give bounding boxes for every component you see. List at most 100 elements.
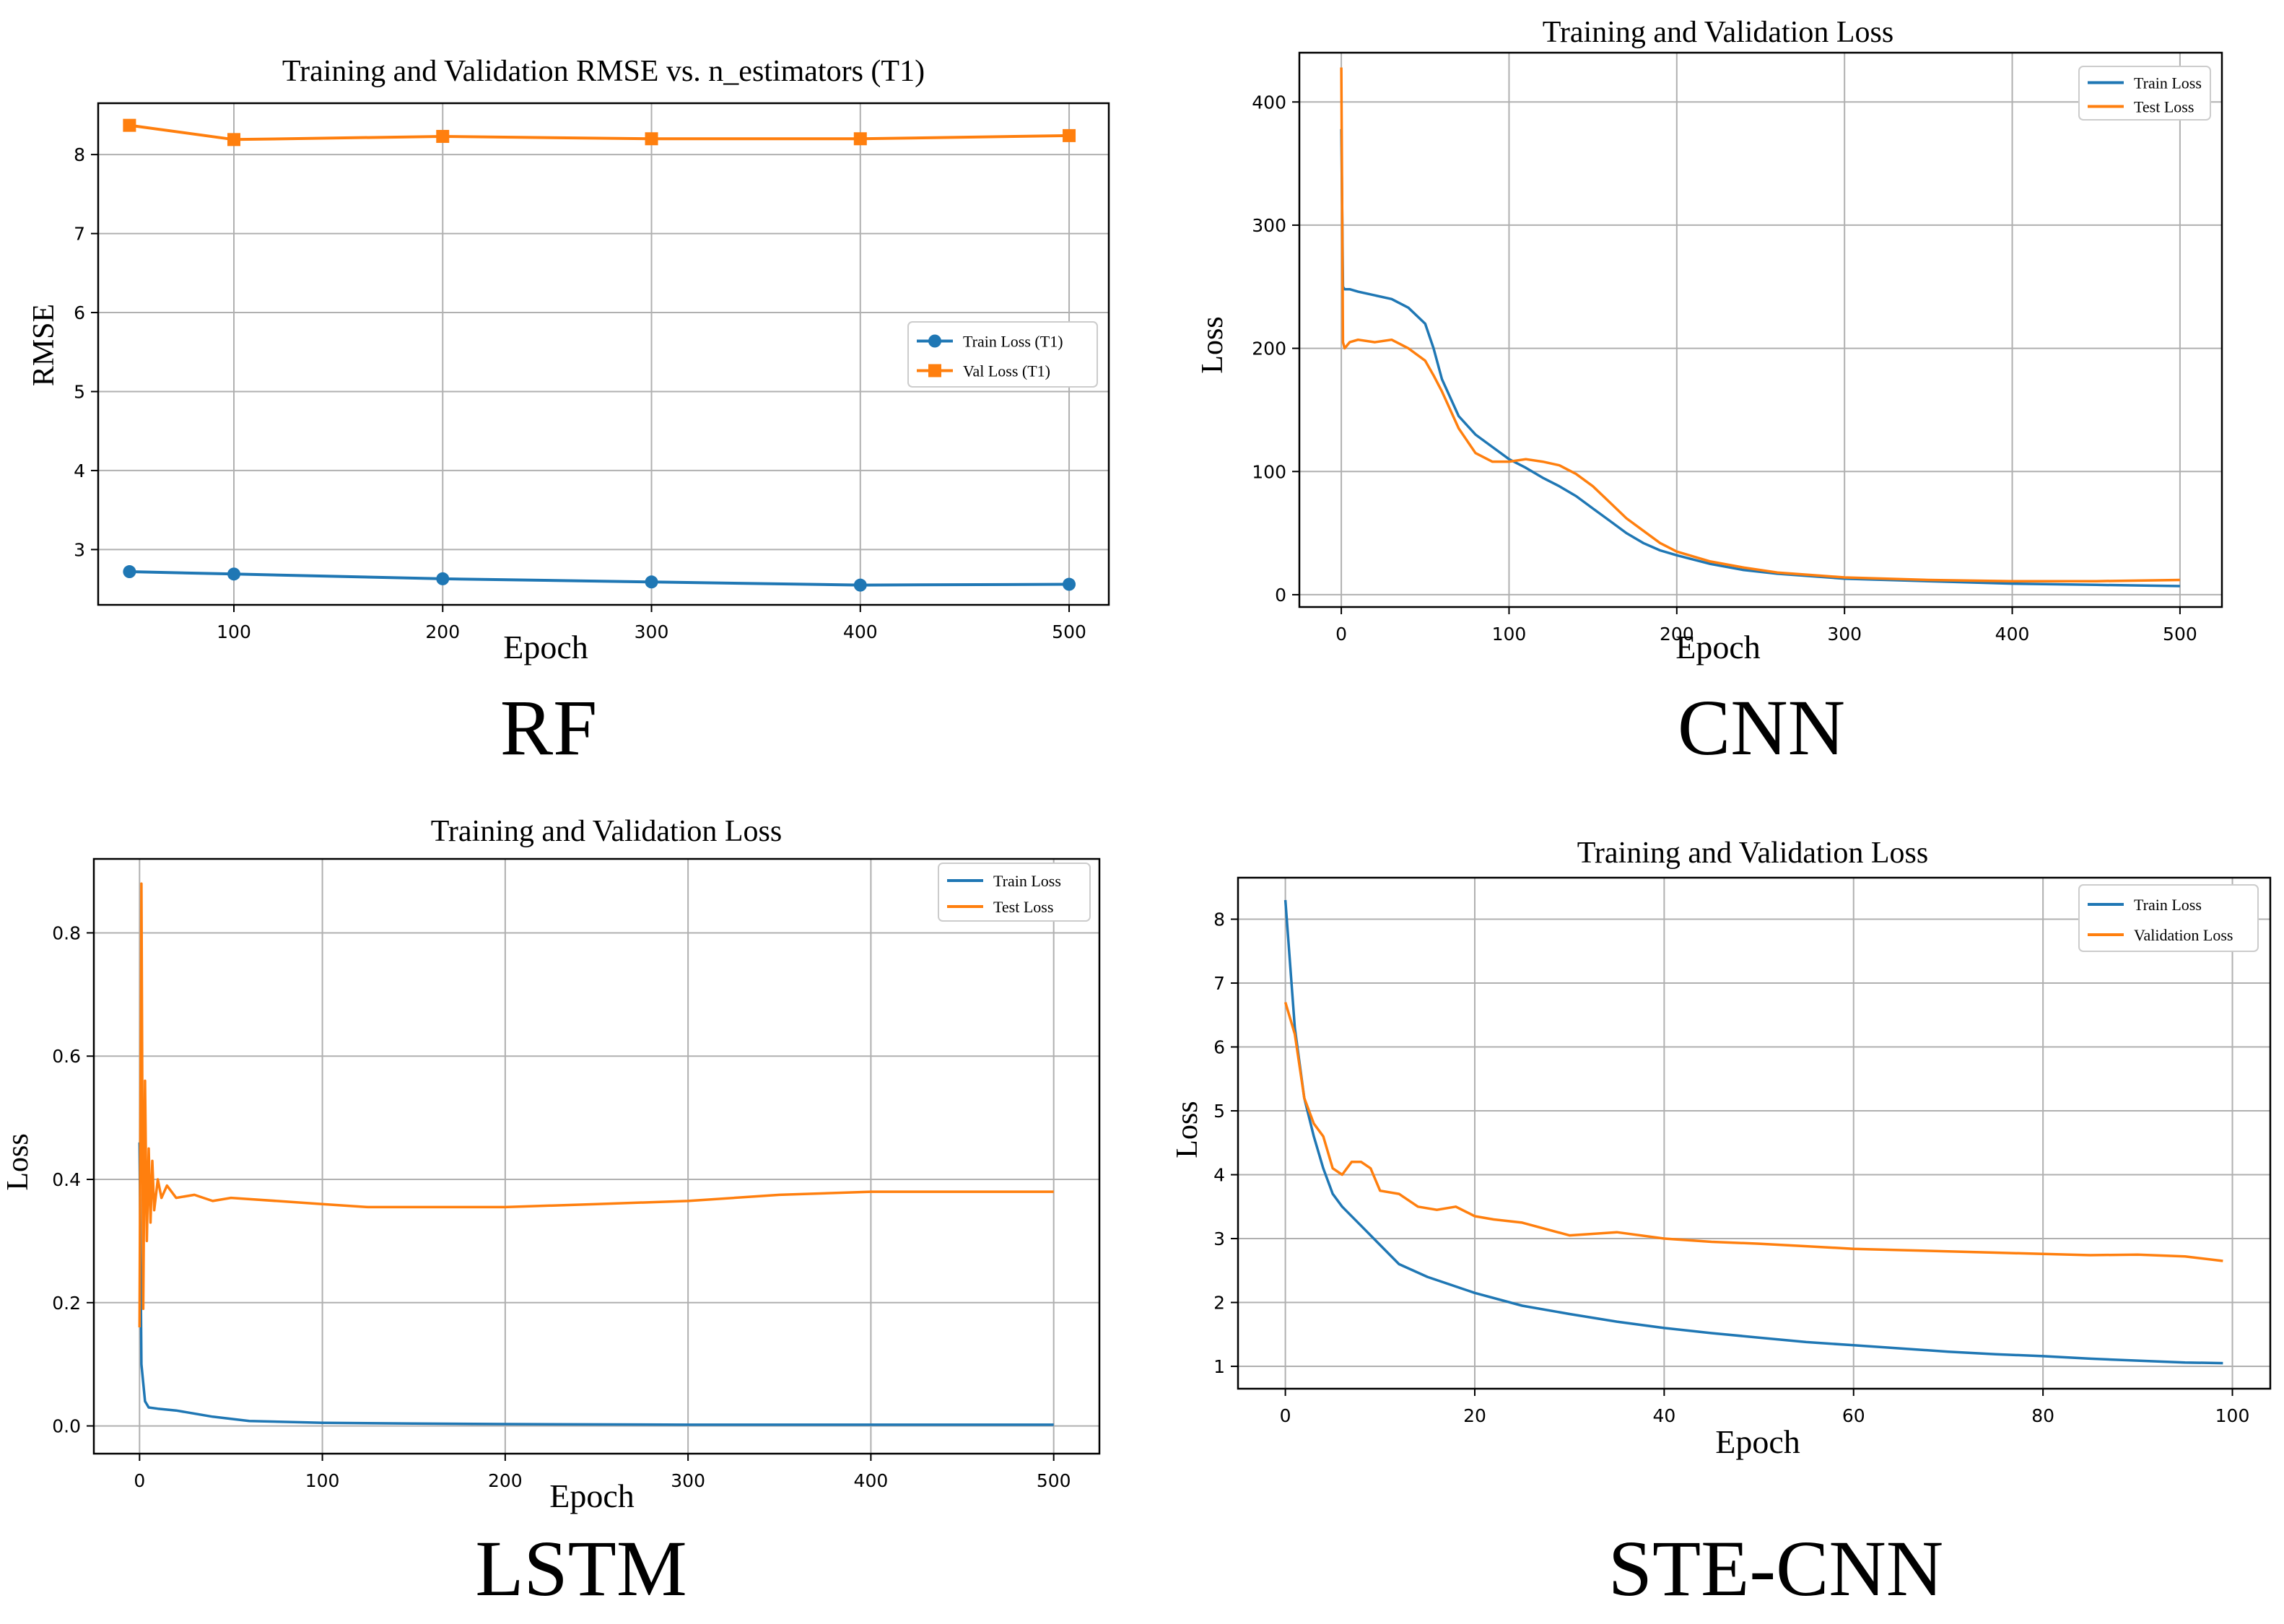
rf-y-tick-label: 4 (74, 460, 85, 481)
rf-series-1-point (436, 129, 450, 143)
lstm-panel-label: LSTM (475, 1524, 687, 1612)
cnn-plot-frame (1298, 51, 2223, 608)
ste-legend-label: Validation Loss (2134, 926, 2233, 944)
rf-series-0-point (1063, 577, 1076, 591)
cnn-x-tick-label: 500 (2163, 624, 2197, 645)
lstm-chart-title: Training and Validation Loss (431, 815, 783, 848)
ste-y-tick-label: 4 (1213, 1165, 1225, 1186)
ste-x-tick-label: 0 (1280, 1405, 1291, 1426)
lstm-chart: 0 100 200 300 400 500 0.0 0.2 0.4 0.6 0.8 Training … (1, 815, 1101, 1514)
cnn-x-tick-label: 300 (1827, 624, 1862, 645)
rf-chart-title: Training and Validation RMSE vs. n_estim… (282, 55, 925, 88)
rf-series-1-point (227, 133, 241, 147)
lstm-y-tick-label: 0.2 (52, 1293, 81, 1314)
rf-series-1-point (123, 118, 136, 132)
ste-y-tick-label: 3 (1213, 1228, 1225, 1249)
ste-legend: Train Loss Validation Loss (2078, 884, 2259, 952)
rf-y-tick-label: 3 (74, 539, 85, 560)
lstm-x-tick-label: 500 (1037, 1470, 1071, 1491)
lstm-y-tick-label: 0.6 (52, 1046, 81, 1067)
lstm-y-tick-label: 0.4 (52, 1169, 81, 1190)
cnn-chart: 0 100 200 300 400 500 0 100 200 300 400 Training an… (1196, 16, 2223, 665)
ste-y-tick-label: 2 (1213, 1293, 1225, 1314)
ste-x-axis-label: Epoch (1715, 1423, 1800, 1460)
ste-y-tick-label: 6 (1213, 1037, 1225, 1058)
ste-y-tick-label: 8 (1213, 909, 1225, 930)
lstm-series-0-line (138, 1142, 1054, 1426)
lstm-y-axis-label: Loss (1, 1133, 35, 1190)
cnn-y-tick-label: 0 (1275, 585, 1286, 606)
cnn-y-tick-label: 100 (1252, 461, 1286, 482)
lstm-plot-frame (92, 857, 1101, 1455)
rf-x-tick-label: 100 (217, 621, 251, 642)
lstm-x-tick-label: 200 (488, 1470, 523, 1491)
lstm-x-tick-label: 400 (854, 1470, 889, 1491)
rf-series-0-line (129, 570, 1070, 587)
lstm-y-tick-label: 0.8 (52, 922, 81, 943)
rf-panel-label: RF (500, 684, 598, 772)
lstm-x-axis-label: Epoch (549, 1477, 635, 1514)
ste-x-tick-label: 80 (2031, 1405, 2054, 1426)
rf-series-0-point (645, 575, 658, 589)
cnn-series-1-line (1340, 67, 2180, 582)
ste-x-tick-label: 100 (2215, 1405, 2250, 1426)
cnn-legend-label: Test Loss (2134, 98, 2194, 116)
cnn-y-axis-label: Loss (1196, 316, 1229, 373)
rf-series-1-line (129, 123, 1070, 141)
cnn-y-tick-label: 200 (1252, 339, 1286, 359)
rf-y-axis-label: RMSE (27, 304, 61, 386)
lstm-legend-label: Test Loss (993, 898, 1053, 916)
rf-x-tick-label: 400 (843, 621, 878, 642)
cnn-chart-title: Training and Validation Loss (1543, 16, 1894, 49)
lstm-x-tick-label: 0 (134, 1470, 145, 1491)
ste-chart: 0 20 40 60 80 100 1 2 3 4 5 6 7 8 Training and Validat… (1171, 837, 2272, 1460)
cnn-y-tick-label: 300 (1252, 215, 1286, 236)
lstm-legend: Train Loss Test Loss (938, 863, 1091, 922)
rf-legend-label: Train Loss (T1) (963, 333, 1063, 351)
rf-y-tick-label: 5 (74, 381, 85, 402)
rf-plot-frame (97, 102, 1110, 606)
rf-legend-marker (928, 334, 941, 348)
rf-y-tick-label: 6 (74, 302, 85, 323)
lstm-y-tick-label: 0.0 (52, 1416, 81, 1437)
rf-x-tick-label: 500 (1052, 621, 1086, 642)
cnn-legend: Train Loss Test Loss (2078, 66, 2211, 121)
rf-y-tick-label: 7 (74, 224, 85, 245)
lstm-x-tick-label: 300 (671, 1470, 705, 1491)
ste-legend-label: Train Loss (2134, 896, 2202, 914)
rf-series-0-point (436, 572, 450, 585)
cnn-legend-label: Train Loss (2134, 74, 2202, 92)
ste-cnn-panel-label: STE-CNN (1608, 1524, 1944, 1612)
cnn-x-tick-label: 100 (1492, 624, 1527, 645)
cnn-x-tick-label: 400 (1995, 624, 2030, 645)
ste-y-tick-label: 5 (1213, 1101, 1225, 1122)
ste-y-tick-label: 7 (1213, 973, 1225, 994)
rf-series-1-point (1063, 128, 1076, 142)
rf-legend-label: Val Loss (T1) (963, 362, 1050, 380)
lstm-series-1-line (138, 882, 1054, 1328)
rf-series-1-point (853, 132, 867, 146)
cnn-panel-label: CNN (1677, 684, 1846, 772)
rf-series-0-point (123, 565, 136, 579)
ste-x-tick-label: 60 (1842, 1405, 1865, 1426)
rf-legend-box (907, 321, 1098, 388)
rf-series-0-point (853, 578, 867, 592)
ste-y-axis-label: Loss (1171, 1101, 1204, 1158)
ste-x-tick-label: 40 (1652, 1405, 1675, 1426)
cnn-x-tick-label: 200 (1660, 624, 1694, 645)
rf-legend-marker (928, 364, 941, 377)
ste-series-1-line (1283, 1002, 2223, 1262)
rf-x-axis-label: Epoch (503, 629, 588, 665)
rf-chart: 100 200 300 400 500 3 4 5 6 7 8 Training and Valida… (27, 55, 1110, 665)
cnn-y-tick-label: 400 (1252, 92, 1286, 113)
cnn-x-tick-label: 0 (1335, 624, 1347, 645)
cnn-series-0-line (1340, 128, 2180, 588)
rf-series-1-point (645, 132, 658, 146)
ste-chart-title: Training and Validation Loss (1577, 837, 1929, 870)
rf-x-tick-label: 300 (635, 621, 669, 642)
rf-y-tick-label: 8 (74, 144, 85, 165)
cnn-x-axis-label: Epoch (1675, 629, 1761, 665)
ste-x-tick-label: 20 (1463, 1405, 1486, 1426)
lstm-legend-label: Train Loss (993, 872, 1061, 890)
